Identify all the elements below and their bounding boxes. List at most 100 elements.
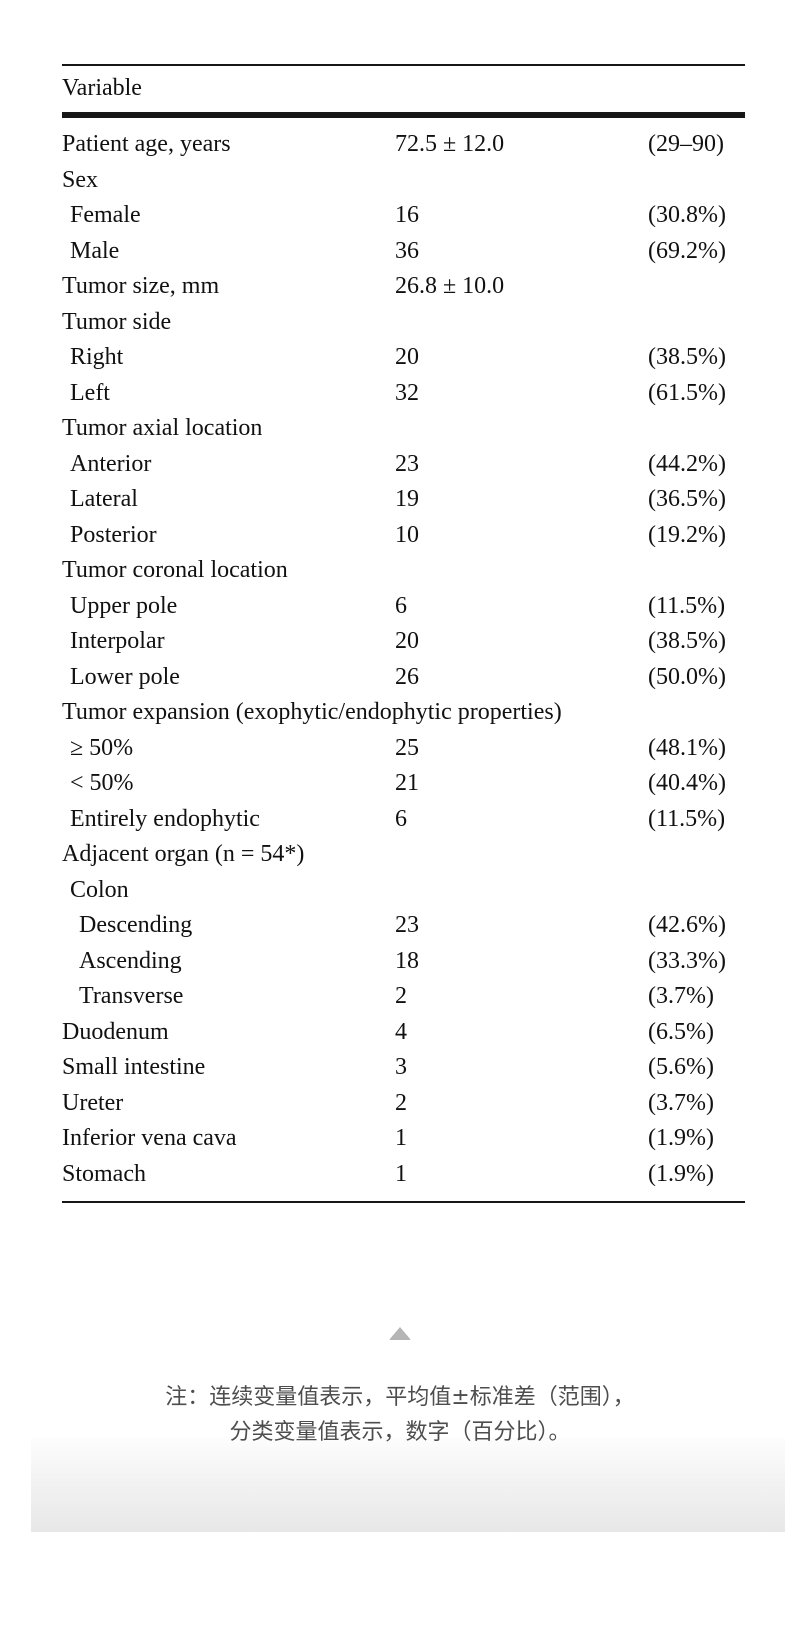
- row-label: Interpolar: [70, 628, 165, 654]
- row-percentage: (3.7%): [648, 1089, 714, 1116]
- note-line-1: 注：连续变量值表示，平均值±标准差（范围），: [165, 1385, 635, 1410]
- row-value: 1: [395, 1160, 407, 1187]
- table-row: Tumor side: [62, 305, 745, 341]
- row-label: < 50%: [70, 770, 134, 796]
- table-row: Colon: [62, 873, 745, 909]
- row-label: Ascending: [79, 947, 182, 974]
- row-value: 4: [395, 1018, 407, 1045]
- triangle-up-icon: [389, 1327, 411, 1340]
- table-row: Duodenum 4 (6.5%): [62, 1015, 745, 1051]
- table-row: Stomach 1 (1.9%): [62, 1157, 745, 1193]
- table-row: Entirely endophytic 6 (11.5%): [62, 802, 745, 838]
- row-value: 25: [395, 734, 419, 761]
- row-percentage: (48.1%): [648, 734, 726, 761]
- table-row: Sex: [62, 163, 745, 199]
- row-label: Inferior vena cava: [62, 1125, 237, 1151]
- table-row: Tumor coronal location: [62, 553, 745, 589]
- table-row: Interpolar 20 (38.5%): [62, 624, 745, 660]
- table-body: Patient age, years 72.5 ± 12.0 (29–90) S…: [62, 118, 745, 1203]
- row-label: Posterior: [70, 521, 157, 548]
- row-value: 10: [395, 521, 419, 548]
- row-label: Lateral: [70, 486, 138, 512]
- table-row: Upper pole 6 (11.5%): [62, 589, 745, 625]
- table-row: Posterior 10 (19.2%): [62, 518, 745, 554]
- row-percentage: (6.5%): [648, 1018, 714, 1045]
- row-value: 19: [395, 486, 419, 512]
- table-row: Adjacent organ (n = 54*): [62, 837, 745, 873]
- row-percentage: (30.8%): [648, 202, 726, 228]
- row-value: 2: [395, 1089, 407, 1116]
- table-row: Left 32 (61.5%): [62, 376, 745, 412]
- row-value: 21: [395, 770, 419, 796]
- row-percentage: (44.2%): [648, 450, 726, 477]
- row-percentage: (50.0%): [648, 663, 726, 690]
- table-row: Tumor axial location: [62, 411, 745, 447]
- row-value: 72.5 ± 12.0: [395, 131, 505, 157]
- row-percentage: (3.7%): [648, 983, 714, 1009]
- row-value: 2: [395, 983, 407, 1009]
- row-value: 18: [395, 947, 419, 974]
- patient-characteristics-table: Variable Patient age, years 72.5 ± 12.0 …: [62, 64, 745, 1203]
- table-row: Patient age, years 72.5 ± 12.0 (29–90): [62, 127, 745, 163]
- row-percentage: (33.3%): [648, 947, 726, 974]
- collapse-panel-button[interactable]: [0, 1316, 800, 1340]
- row-value: 26: [395, 663, 419, 690]
- table-header-row: Variable: [62, 64, 745, 118]
- row-label: Tumor axial location: [62, 415, 263, 441]
- row-value: 6: [395, 805, 407, 832]
- table-row: Ureter 2 (3.7%): [62, 1086, 745, 1122]
- note-line-2: 分类变量值表示，数字（百分比）。: [229, 1420, 571, 1445]
- row-value: 1: [395, 1125, 407, 1151]
- row-value: 32: [395, 379, 419, 406]
- row-label: Small intestine: [62, 1054, 206, 1080]
- row-percentage: (40.4%): [648, 770, 726, 796]
- row-value: 20: [395, 344, 419, 370]
- table-row: Inferior vena cava 1 (1.9%): [62, 1121, 745, 1157]
- row-label: Male: [70, 237, 120, 264]
- row-label: Colon: [70, 876, 129, 903]
- row-label: Transverse: [79, 983, 184, 1009]
- table-row: Male 36 (69.2%): [62, 234, 745, 270]
- row-label: Stomach: [62, 1160, 146, 1187]
- table-row: Tumor size, mm 26.8 ± 10.0: [62, 269, 745, 305]
- row-percentage: (1.9%): [648, 1125, 714, 1151]
- table-row: Female 16 (30.8%): [62, 198, 745, 234]
- row-label: Sex: [62, 166, 98, 193]
- row-label: Adjacent organ (n = 54*): [62, 841, 305, 867]
- row-percentage: (19.2%): [648, 521, 726, 548]
- row-label: Duodenum: [62, 1018, 169, 1045]
- row-percentage: (36.5%): [648, 486, 726, 512]
- row-percentage: (42.6%): [648, 912, 726, 938]
- row-percentage: (29–90): [648, 131, 724, 157]
- row-label: Patient age, years: [62, 131, 231, 157]
- table-row: Small intestine 3 (5.6%): [62, 1050, 745, 1086]
- row-label: Female: [70, 202, 141, 228]
- row-percentage: (61.5%): [648, 379, 726, 406]
- translation-note: 注：连续变量值表示，平均值±标准差（范围）， 分类变量值表示，数字（百分比）。: [0, 1380, 800, 1450]
- row-label: ≥ 50%: [70, 734, 134, 761]
- row-value: 16: [395, 202, 419, 228]
- row-value: 23: [395, 450, 419, 477]
- row-label: Tumor side: [62, 308, 172, 335]
- row-value: 20: [395, 628, 419, 654]
- row-percentage: (5.6%): [648, 1054, 714, 1080]
- table-row: < 50% 21 (40.4%): [62, 766, 745, 802]
- row-percentage: (38.5%): [648, 344, 726, 370]
- row-label: Ureter: [62, 1089, 124, 1116]
- row-value: 3: [395, 1054, 407, 1080]
- footer-gradient-panel: [31, 1437, 785, 1532]
- row-value: 6: [395, 592, 407, 619]
- row-label: Right: [70, 344, 124, 370]
- row-percentage: (11.5%): [648, 592, 726, 619]
- row-value: 36: [395, 237, 419, 264]
- row-label: Tumor size, mm: [62, 273, 220, 299]
- table-row: Right 20 (38.5%): [62, 340, 745, 376]
- row-value: 23: [395, 912, 419, 938]
- row-percentage: (11.5%): [648, 805, 726, 832]
- table-row: Ascending 18 (33.3%): [62, 944, 745, 980]
- row-value: 26.8 ± 10.0: [395, 273, 505, 299]
- row-label: Left: [70, 379, 110, 406]
- row-label: Descending: [79, 912, 193, 938]
- row-percentage: (69.2%): [648, 237, 726, 264]
- row-label: Tumor coronal location: [62, 557, 288, 583]
